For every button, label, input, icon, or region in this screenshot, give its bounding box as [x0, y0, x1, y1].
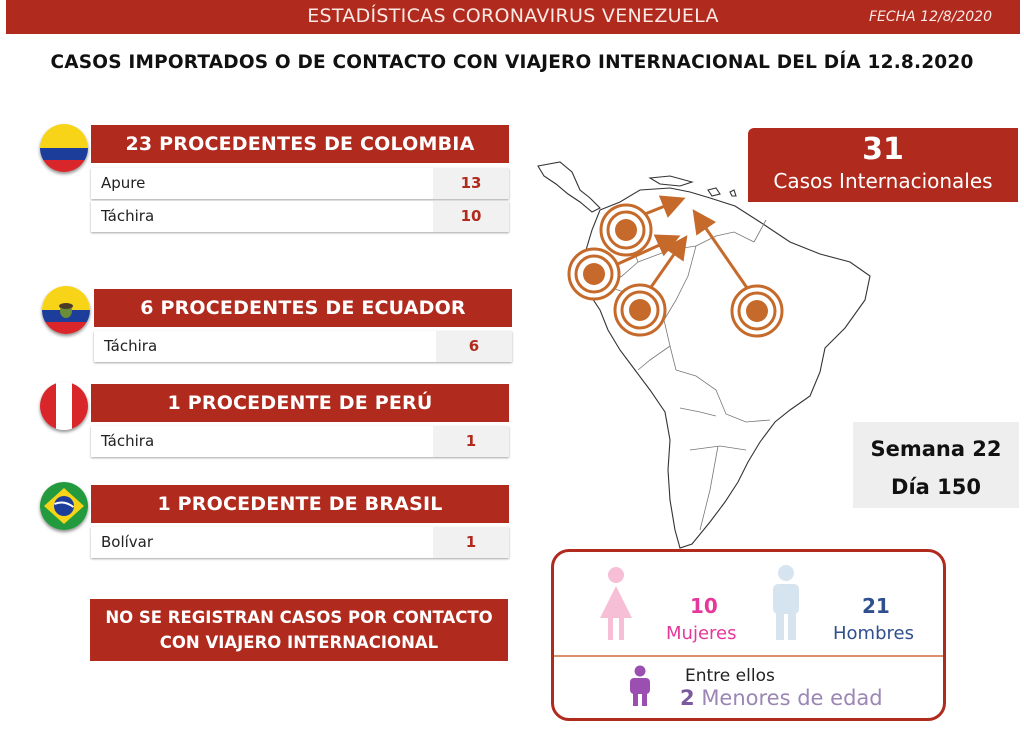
total-label: Casos Internacionales	[773, 169, 993, 193]
men-label: Hombres	[833, 623, 914, 644]
table-row: Táchira 6	[94, 331, 512, 362]
minors-text: 2 Menores de edad	[680, 686, 883, 710]
table-row: Apure 13	[91, 168, 509, 199]
row-case-count: 6	[436, 331, 512, 362]
row-case-count: 1	[433, 426, 509, 457]
note-line-1: NO SE REGISTRAN CASOS POR CONTACTO	[105, 608, 493, 627]
women-label: Mujeres	[666, 623, 737, 644]
header-title: ESTADÍSTICAS CORONAVIRUS VENEZUELA	[307, 5, 719, 27]
peru-title: 1 PROCEDENTE DE PERÚ	[91, 384, 509, 422]
ecuador-title: 6 PROCEDENTES DE ECUADOR	[94, 289, 512, 327]
minors-label: Menores de edad	[701, 686, 883, 710]
total-international-cases: 31 Casos Internacionales	[748, 128, 1018, 202]
child-icon	[630, 665, 650, 706]
row-state-name: Apure	[101, 174, 146, 192]
row-state-name: Táchira	[101, 207, 155, 225]
day-label: Día 150	[891, 475, 981, 499]
gender-breakdown-box: 10 Mujeres 21 Hombres Entre ellos 2 Meno…	[551, 549, 946, 721]
total-number: 31	[862, 132, 904, 167]
no-contact-cases-note: NO SE REGISTRAN CASOS POR CONTACTO CON V…	[90, 599, 508, 661]
header-bar: ESTADÍSTICAS CORONAVIRUS VENEZUELA FECHA…	[6, 0, 1020, 34]
target-circle-icon	[599, 203, 653, 257]
row-case-count: 10	[433, 201, 509, 232]
row-state-name: Bolívar	[101, 533, 154, 551]
colombia-title: 23 PROCEDENTES DE COLOMBIA	[91, 125, 509, 163]
table-row: Táchira 10	[91, 201, 509, 232]
main-heading: CASOS IMPORTADOS O DE CONTACTO CON VIAJE…	[50, 52, 974, 73]
target-circle-icon	[730, 284, 784, 338]
peru-flag-icon	[40, 382, 88, 430]
note-line-2: CON VIAJERO INTERNACIONAL	[159, 633, 439, 652]
row-state-name: Táchira	[104, 337, 158, 355]
target-circle-icon	[567, 247, 621, 301]
gender-divider	[554, 655, 943, 657]
woman-icon	[600, 567, 632, 640]
week-day-box: Semana 22 Día 150	[853, 422, 1019, 508]
brazil-title: 1 PROCEDENTE DE BRASIL	[91, 485, 509, 523]
target-circle-icon	[613, 283, 667, 337]
brazil-flag-icon	[40, 482, 88, 530]
men-count: 21	[862, 594, 890, 618]
week-label: Semana 22	[870, 437, 1002, 461]
table-row: Bolívar 1	[91, 527, 509, 558]
row-case-count: 1	[433, 527, 509, 558]
man-icon	[773, 565, 799, 640]
row-case-count: 13	[433, 168, 509, 199]
table-row: Táchira 1	[91, 426, 509, 457]
south-america-map	[537, 161, 871, 549]
minors-intro: Entre ellos	[685, 666, 775, 686]
minors-count: 2	[680, 686, 695, 710]
row-state-name: Táchira	[101, 432, 155, 450]
ecuador-flag-icon	[42, 286, 90, 334]
header-date: FECHA 12/8/2020	[868, 9, 992, 25]
colombia-flag-icon	[40, 124, 88, 172]
women-count: 10	[690, 594, 718, 618]
